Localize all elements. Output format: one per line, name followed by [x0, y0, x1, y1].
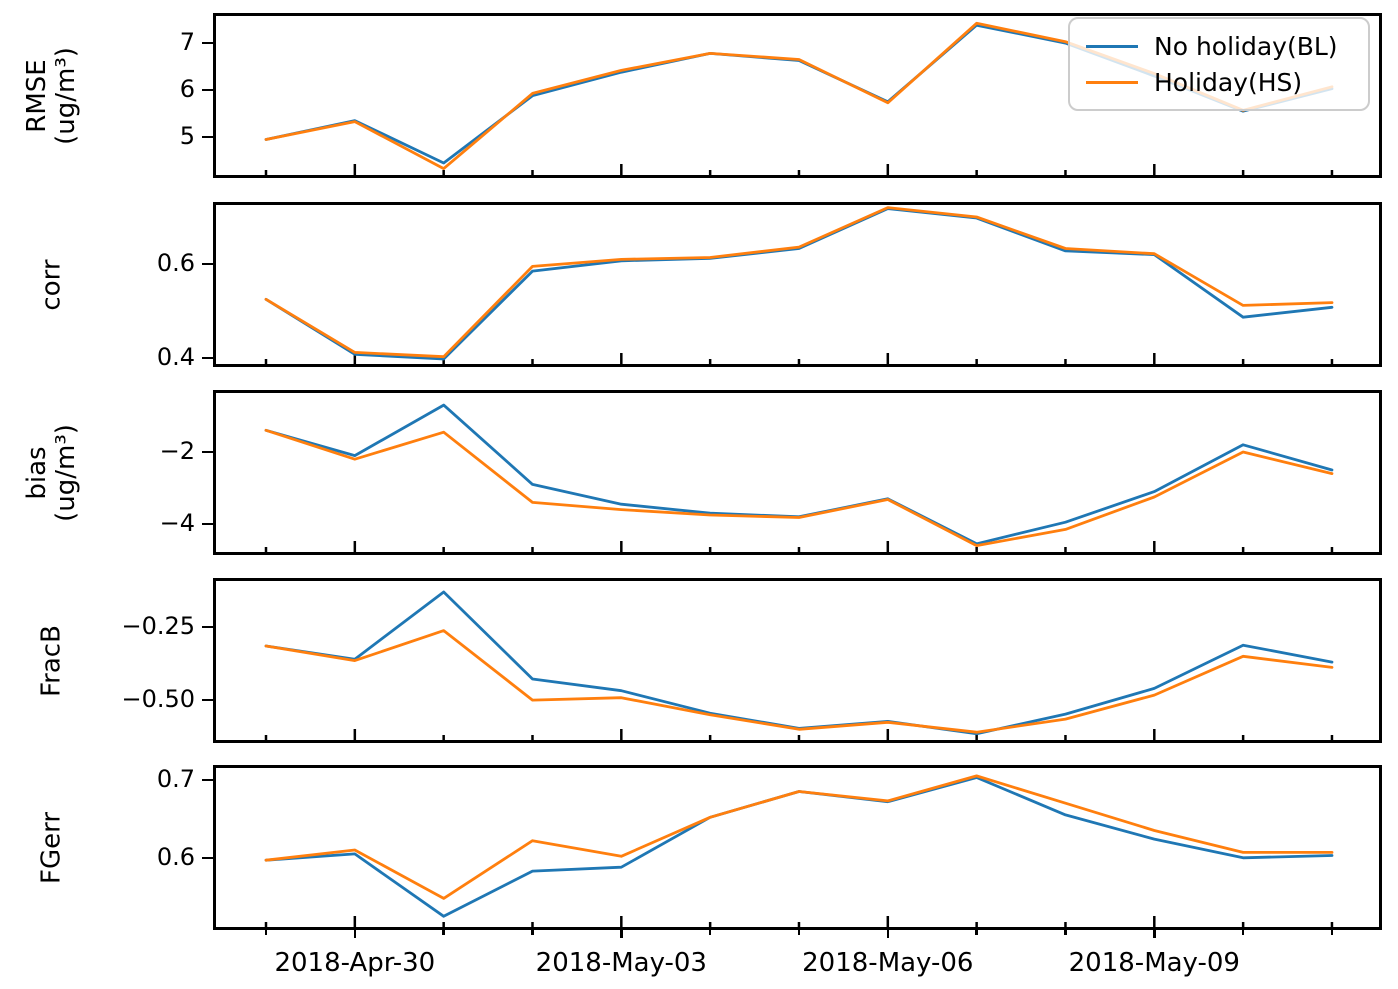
series-line-fracb-hs: [264, 629, 1334, 734]
subplot-fracb: [213, 578, 1382, 743]
x-major-tick-stub: [620, 930, 623, 938]
y-axis-label-line: (ug/m³): [51, 46, 81, 145]
axes-frame: [213, 765, 1382, 930]
series-line-corr-bl: [264, 207, 1334, 361]
axes-frame: [213, 390, 1382, 555]
legend-label: No holiday(BL): [1154, 31, 1338, 61]
subplot-bias: [213, 390, 1382, 555]
axes-frame: [213, 202, 1382, 367]
legend-line-sample-hs: [1086, 80, 1138, 84]
x-date-label: 2018-May-09: [1068, 948, 1240, 978]
series-line-fgerr-hs: [264, 774, 1334, 900]
y-tick-label-corr: 0.6: [156, 249, 195, 278]
x-minor-tick-stub: [797, 930, 801, 935]
y-tick-mark-fracb: [202, 625, 213, 629]
x-date-label: 2018-May-03: [535, 948, 707, 978]
x-date-label: 2018-Apr-30: [274, 948, 436, 978]
plot-area-fracb: [213, 578, 1382, 743]
subplot-fgerr: [213, 765, 1382, 930]
y-tick-label-bias: −4: [159, 509, 195, 538]
y-axis-label-line: FGerr: [36, 811, 67, 884]
x-minor-tick-stub: [975, 930, 978, 935]
series-line-bias-hs: [264, 428, 1334, 548]
plot-area-corr: [213, 202, 1382, 367]
x-date-label: 2018-May-06: [802, 948, 974, 978]
y-tick-label-fgerr: 0.7: [156, 764, 195, 793]
series-line-corr-hs: [264, 206, 1334, 359]
series-line-fracb-bl: [264, 590, 1334, 736]
y-axis-label-line: RMSE: [22, 58, 52, 133]
legend-line-sample-bl: [1086, 44, 1138, 48]
y-tick-label-fgerr: 0.6: [156, 842, 195, 871]
y-axis-label-line: corr: [36, 258, 67, 311]
x-minor-tick-stub: [1241, 930, 1245, 935]
y-tick-mark-bias: [202, 522, 213, 526]
y-axis-label-corr: corr: [36, 258, 67, 311]
y-axis-label-line: FracB: [36, 624, 67, 697]
y-tick-mark-corr: [202, 262, 213, 266]
y-axis-label-bias: bias (ug/m³): [22, 423, 81, 522]
y-axis-label-fgerr: FGerr: [36, 811, 67, 884]
x-major-tick-stub: [886, 930, 890, 938]
series-line-bias-bl: [264, 403, 1334, 546]
y-tick-mark-rmse: [202, 88, 213, 92]
y-tick-label-rmse: 6: [179, 75, 195, 104]
y-tick-label-bias: −2: [159, 436, 195, 465]
legend: No holiday(BL) Holiday(HS): [1068, 17, 1370, 111]
y-tick-label-rmse: 5: [179, 122, 195, 151]
y-tick-mark-corr: [202, 356, 213, 360]
y-tick-mark-fgerr: [202, 856, 213, 860]
x-major-tick-stub: [1153, 930, 1156, 938]
legend-label: Holiday(HS): [1154, 67, 1303, 97]
legend-item-no-holiday: No holiday(BL): [1086, 28, 1354, 64]
axes-frame: [213, 578, 1382, 743]
y-tick-mark-rmse: [202, 135, 213, 139]
y-tick-label-fracb: −0.50: [121, 685, 195, 714]
y-tick-mark-fracb: [202, 698, 213, 702]
subplot-corr: [213, 202, 1382, 367]
x-minor-tick-stub: [442, 930, 445, 935]
plot-area-bias: [213, 390, 1382, 555]
axes-frame: [213, 13, 1382, 178]
y-tick-label-rmse: 7: [179, 28, 195, 57]
x-minor-tick-stub: [264, 930, 268, 935]
legend-item-holiday: Holiday(HS): [1086, 64, 1354, 100]
y-tick-mark-rmse: [202, 41, 213, 45]
y-axis-label-line: (ug/m³): [51, 423, 81, 522]
x-minor-tick-stub: [708, 930, 712, 935]
y-axis-label-fracb: FracB: [36, 624, 67, 697]
x-minor-tick-stub: [1330, 930, 1334, 935]
x-major-tick-stub: [353, 930, 357, 938]
y-tick-mark-bias: [202, 450, 213, 454]
y-axis-label-line: bias: [22, 445, 52, 500]
y-tick-label-fracb: −0.25: [121, 612, 195, 641]
x-minor-tick-stub: [531, 930, 534, 935]
y-tick-label-corr: 0.4: [156, 343, 195, 372]
plot-area-fgerr: [213, 765, 1382, 930]
x-minor-tick-stub: [1064, 930, 1067, 935]
series-line-fgerr-bl: [264, 776, 1334, 918]
y-tick-mark-fgerr: [202, 778, 213, 782]
y-axis-label-rmse: RMSE (ug/m³): [22, 46, 81, 145]
